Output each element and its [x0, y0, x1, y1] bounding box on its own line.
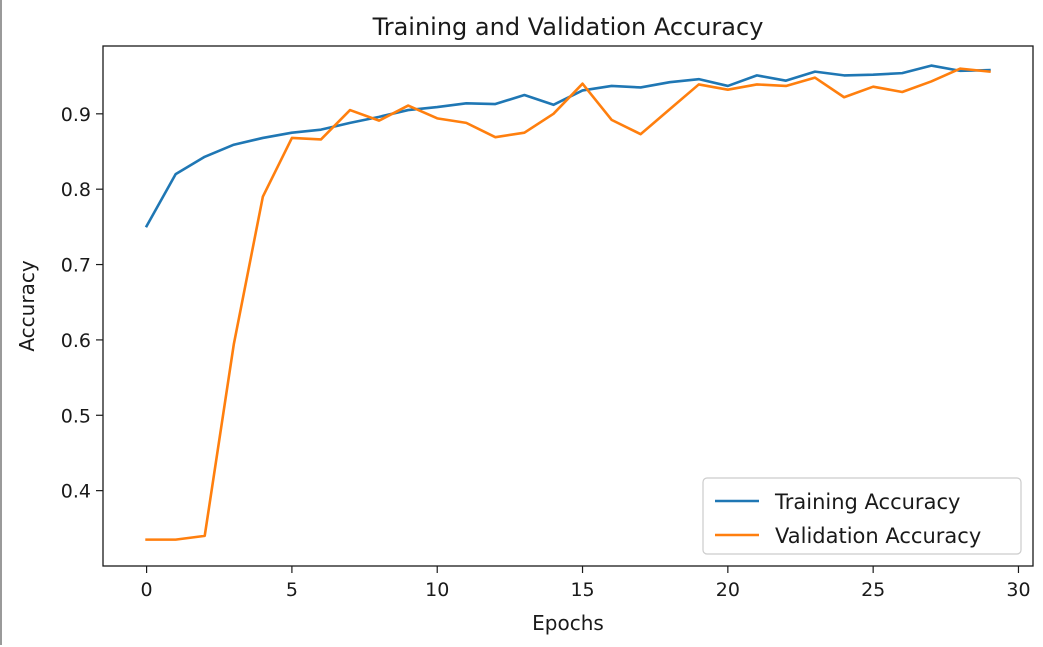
y-axis-label: Accuracy [15, 260, 39, 351]
y-tick-label: 0.7 [61, 255, 91, 277]
axes-frame [102, 45, 1034, 567]
y-tick-label: 0.9 [61, 104, 91, 126]
series-line-2 [145, 67, 991, 541]
legend: Training Accuracy Validation Accuracy [702, 477, 1022, 555]
series-layer [144, 64, 991, 541]
x-tick-label: 25 [861, 579, 885, 601]
x-tick-label: 15 [570, 579, 594, 601]
y-tick-label: 0.5 [61, 405, 91, 427]
y-axis-ticks: 0.4 0.5 0.6 0.7 0.8 0.9 [61, 104, 103, 503]
x-tick-label: 20 [716, 579, 740, 601]
x-tick-label: 10 [425, 579, 449, 601]
x-axis-label: Epochs [532, 611, 604, 635]
x-tick-label: 0 [141, 579, 153, 601]
chart-title: Training and Validation Accuracy [372, 13, 764, 41]
x-axis-ticks: 0 5 10 15 20 25 30 [141, 566, 1031, 601]
legend-entry-label: Training Accuracy [774, 490, 960, 514]
y-tick-label: 0.6 [61, 330, 91, 352]
legend-box [702, 477, 1022, 555]
y-tick-label: 0.8 [61, 179, 91, 201]
legend-entry-label: Validation Accuracy [775, 524, 981, 548]
x-tick-label: 30 [1006, 579, 1030, 601]
y-tick-label: 0.4 [61, 481, 91, 503]
x-tick-label: 5 [286, 579, 298, 601]
